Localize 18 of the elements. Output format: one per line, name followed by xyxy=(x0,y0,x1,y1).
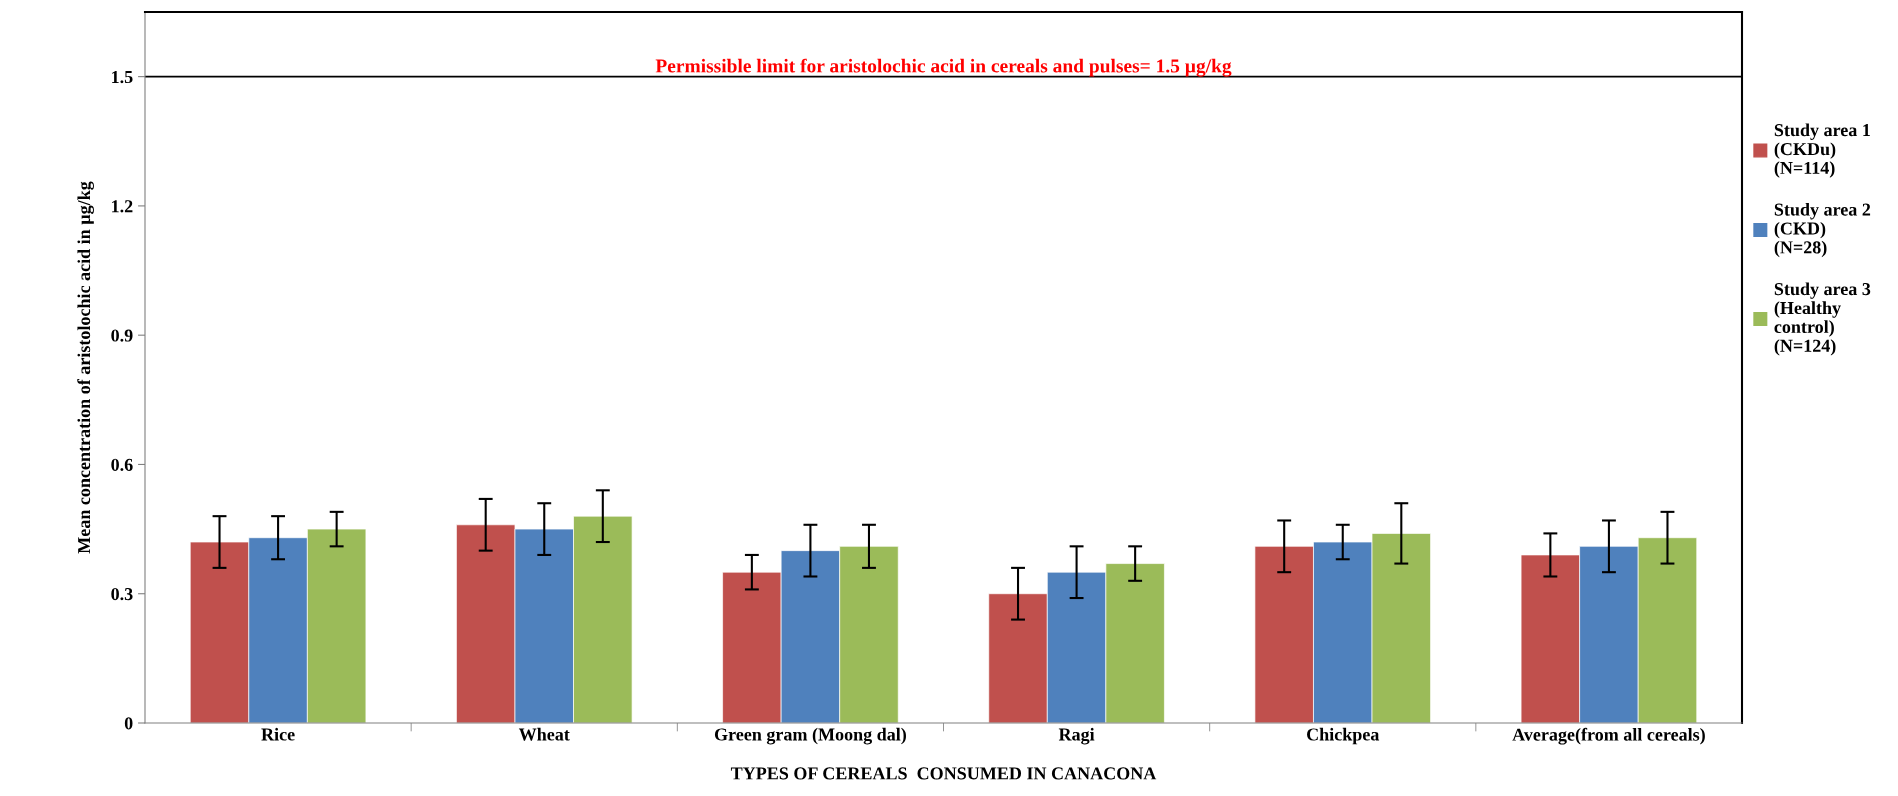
y-axis-title: Mean concentration of aristolochic acid in µg/kg xyxy=(77,181,94,554)
x-tick-label: Chickpea xyxy=(1307,727,1380,745)
y-tick-label: 0.3 xyxy=(111,587,133,601)
y-tick-label: 1.5 xyxy=(112,70,133,84)
x-tick-label: Average(from all cereals) xyxy=(1512,727,1705,745)
ref-line-label: Permissible limit for aristolochic acid in cereals and pulses= 1.5 µg/kg xyxy=(655,58,1232,77)
legend-label: Study area 1 (CKDu) (N=114) xyxy=(1774,123,1870,178)
y-tick-label: 0 xyxy=(124,717,133,730)
x-tick-label: Ragi xyxy=(1058,727,1095,745)
x-axis-title: TYPES OF CEREALS CONSUMED IN CANACONA xyxy=(730,767,1157,780)
y-tick-label: 1.2 xyxy=(112,200,133,213)
y-tick-label: 0.9 xyxy=(111,329,133,342)
x-tick-label: Green gram (Moong dal) xyxy=(714,727,906,745)
x-tick-label: Rice xyxy=(261,727,295,741)
y-tick-label: 0.6 xyxy=(111,458,133,471)
x-tick-label: Wheat xyxy=(518,727,570,741)
legend-label: Study area 3 (Healthy control) (N=124) xyxy=(1774,282,1871,356)
legend-label: Study area 2 (CKD) (N=28) xyxy=(1774,202,1871,258)
